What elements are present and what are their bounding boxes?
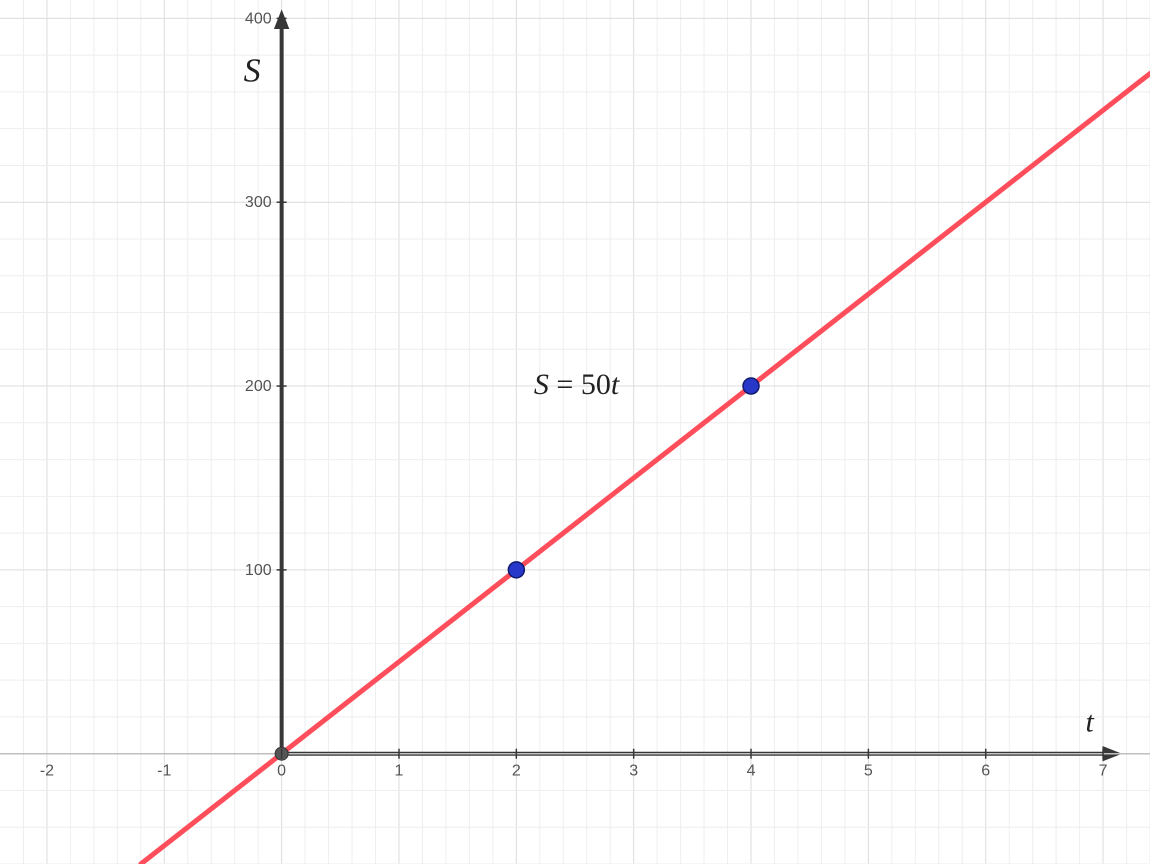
x-tick-label: 3: [629, 763, 638, 780]
x-tick-label: 0: [277, 763, 286, 780]
y-tick-label: 300: [245, 194, 272, 211]
x-axis-label: t: [1085, 706, 1094, 739]
chart-background: [0, 0, 1150, 864]
chart-svg: -2 -1 0 1 2 3 4 5 6 7 100 200 300 400 St S = 50t: [0, 0, 1150, 864]
y-tick-label: 100: [245, 562, 272, 579]
x-tick-label: 6: [981, 763, 990, 780]
x-tick-label: 1: [395, 763, 404, 780]
x-tick-label: 2: [512, 763, 521, 780]
x-tick-label: -2: [40, 763, 54, 780]
chart-container: -2 -1 0 1 2 3 4 5 6 7 100 200 300 400 St S = 50t: [0, 0, 1150, 864]
data-point: [508, 562, 524, 578]
x-tick-label: 5: [864, 763, 873, 780]
y-axis-label: S: [244, 53, 261, 90]
y-tick-label: 200: [245, 378, 272, 395]
data-point: [743, 378, 759, 394]
x-tick-label: 7: [1099, 763, 1108, 780]
equation-label: S = 50t: [534, 368, 620, 401]
x-tick-label: 4: [747, 763, 756, 780]
x-tick-label: -1: [157, 763, 171, 780]
y-tick-label: 400: [245, 10, 272, 27]
